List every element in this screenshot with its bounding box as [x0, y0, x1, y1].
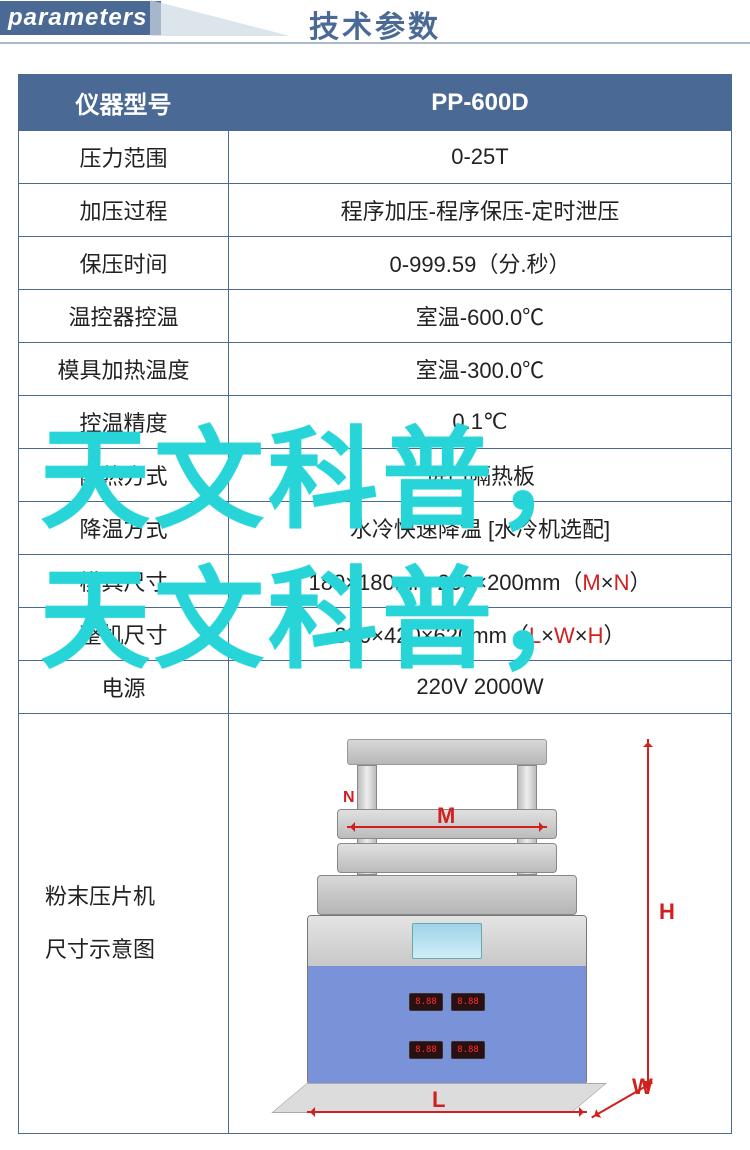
row-value: 0-999.59（分.秒）	[229, 237, 732, 290]
table-row: 保压时间0-999.59（分.秒）	[19, 237, 732, 290]
row-label: 控温精度	[19, 396, 229, 449]
dim-h: H	[588, 623, 604, 648]
press-base-plate	[317, 875, 577, 915]
row-value: 180×180mm 200×200mm（M×N）	[229, 555, 732, 608]
diagram-label-1: 粉末压片机	[45, 871, 220, 924]
row-label: 整机尺寸	[19, 608, 229, 661]
dim-letter-m: M	[437, 803, 455, 829]
row-label: 加压过程	[19, 184, 229, 237]
dim-m: M	[582, 570, 600, 595]
row-value: 程序加压-程序保压-定时泄压	[229, 184, 732, 237]
dim-letter-h: H	[659, 899, 675, 925]
table-header-row: 仪器型号 PP-600D	[19, 75, 732, 131]
table-row: 电源220V 2000W	[19, 661, 732, 714]
table-row: 模具尺寸 180×180mm 200×200mm（M×N）	[19, 555, 732, 608]
row-value: 室温-600.0℃	[229, 290, 732, 343]
dim-l: L	[529, 623, 541, 648]
header-label: 仪器型号	[19, 75, 229, 131]
row-label: 温控器控温	[19, 290, 229, 343]
seg-display: 8.88	[409, 993, 443, 1011]
machine-diagram: 8.88 8.88 8.88 8.88 M N	[237, 729, 723, 1119]
press-top-beam	[347, 739, 547, 765]
sep: ×	[601, 570, 614, 595]
val-prefix: 390×420×620mm（	[334, 623, 528, 648]
console: 8.88 8.88 8.88 8.88	[307, 915, 587, 1085]
diagram-row: 粉末压片机 尺寸示意图	[19, 714, 732, 1134]
header: parameters 技术参数	[0, 0, 750, 44]
row-value: 水冷快速降温 [水冷机选配]	[229, 502, 732, 555]
control-row: 8.88 8.88	[409, 993, 485, 1011]
console-top	[308, 916, 586, 966]
dim-letter-l: L	[432, 1087, 445, 1113]
dim-n: N	[614, 570, 630, 595]
val-prefix: 180×180mm 200×200mm（	[308, 570, 582, 595]
row-label: 压力范围	[19, 131, 229, 184]
arrow-l	[307, 1111, 587, 1113]
table-row: 加压过程程序加压-程序保压-定时泄压	[19, 184, 732, 237]
diagram-cell: 8.88 8.88 8.88 8.88 M N	[229, 714, 732, 1134]
table-row: 温控器控温室温-600.0℃	[19, 290, 732, 343]
row-value: 0-25T	[229, 131, 732, 184]
seg-display: 8.88	[409, 1041, 443, 1059]
diagram-labels: 粉末压片机 尺寸示意图	[19, 714, 229, 1134]
spec-table: 仪器型号 PP-600D 压力范围0-25T 加压过程程序加压-程序保压-定时泄…	[18, 74, 732, 1134]
header-value: PP-600D	[229, 75, 732, 131]
sep: ×	[541, 623, 554, 648]
control-row: 8.88 8.88	[409, 1041, 485, 1059]
table-row: 模具加热温度室温-300.0℃	[19, 343, 732, 396]
row-value: 0.1℃	[229, 396, 732, 449]
diagram-label-2: 尺寸示意图	[45, 924, 220, 977]
dim-letter-w: W	[632, 1074, 653, 1100]
seg-display: 8.88	[451, 993, 485, 1011]
val-suffix: ）	[630, 570, 652, 595]
sep: ×	[575, 623, 588, 648]
table-row: 隔热方式进口隔热板	[19, 449, 732, 502]
press-lower-plate	[337, 843, 557, 873]
row-value: 390×420×620mm（L×W×H）	[229, 608, 732, 661]
header-underline	[0, 42, 750, 44]
row-value: 进口隔热板	[229, 449, 732, 502]
row-label: 降温方式	[19, 502, 229, 555]
console-panel: 8.88 8.88 8.88 8.88	[308, 966, 586, 1085]
row-value: 220V 2000W	[229, 661, 732, 714]
val-suffix: ）	[604, 623, 626, 648]
table-row: 降温方式水冷快速降温 [水冷机选配]	[19, 502, 732, 555]
table-row: 整机尺寸 390×420×620mm（L×W×H）	[19, 608, 732, 661]
row-label: 隔热方式	[19, 449, 229, 502]
lcd-screen	[412, 923, 482, 959]
page-title: 技术参数	[0, 2, 750, 46]
table-row: 压力范围0-25T	[19, 131, 732, 184]
dim-letter-n: N	[343, 789, 355, 807]
row-label: 保压时间	[19, 237, 229, 290]
seg-display: 8.88	[451, 1041, 485, 1059]
dim-w: W	[554, 623, 575, 648]
row-label: 模具加热温度	[19, 343, 229, 396]
table-row: 控温精度0.1℃	[19, 396, 732, 449]
row-value: 室温-300.0℃	[229, 343, 732, 396]
row-label: 电源	[19, 661, 229, 714]
row-label: 模具尺寸	[19, 555, 229, 608]
arrow-h-dim	[647, 739, 649, 1089]
